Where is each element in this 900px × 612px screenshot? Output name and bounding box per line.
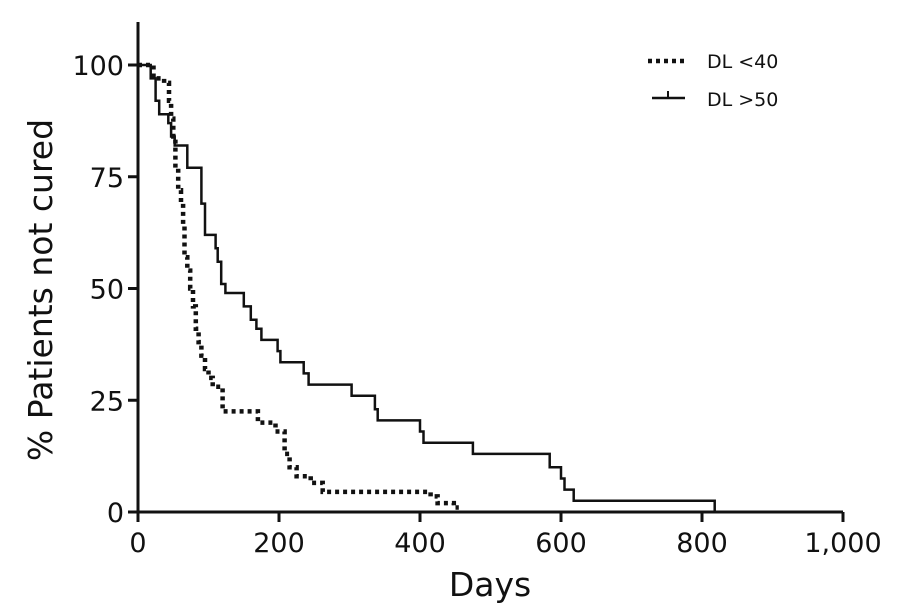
legend-label-dl-lt-40: DL <40 <box>707 51 778 73</box>
legend: DL <40 DL >50 <box>648 51 778 111</box>
x-tick-label: 1,000 <box>804 528 881 559</box>
x-tick-label: 200 <box>253 528 305 559</box>
y-tick-label: 100 <box>72 51 124 82</box>
legend-label-dl-gt-50: DL >50 <box>707 89 778 111</box>
x-axis-title: Days <box>449 565 531 604</box>
x-tick-label: 400 <box>394 528 446 559</box>
x-tick-label: 800 <box>676 528 728 559</box>
y-axis-title: % Patients not cured <box>21 119 60 461</box>
x-tick-label: 0 <box>129 528 146 559</box>
plot-area <box>138 62 716 512</box>
series-line-dl-lt-40 <box>138 62 459 510</box>
series-line-dl-gt-50 <box>138 63 716 512</box>
y-tick-label: 25 <box>90 386 124 417</box>
axes <box>128 22 845 522</box>
y-tick-label: 0 <box>107 498 124 529</box>
tick-labels: 0 200 400 600 800 1,000 0 25 50 75 100 <box>72 51 881 559</box>
y-tick-label: 75 <box>90 163 124 194</box>
x-tick-label: 600 <box>535 528 587 559</box>
y-tick-label: 50 <box>90 275 124 306</box>
